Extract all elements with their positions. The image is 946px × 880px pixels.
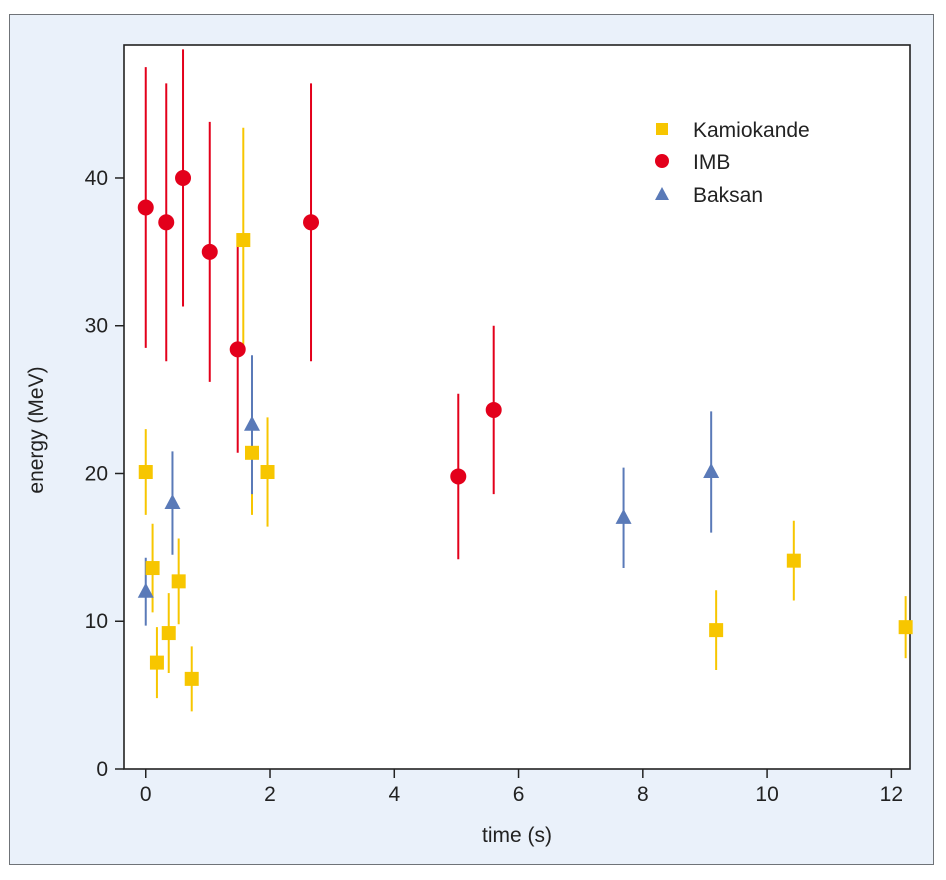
legend-label-imb: IMB — [693, 151, 730, 174]
x-tick-label: 10 — [755, 783, 778, 806]
kamiokande-point — [145, 561, 160, 576]
imb-point — [303, 214, 320, 231]
kamiokande-point — [786, 553, 801, 568]
y-axis-label: energy (MeV) — [25, 366, 48, 493]
imb-point — [485, 401, 502, 418]
kamiokande-point — [149, 655, 164, 670]
baksan-point — [615, 508, 632, 524]
legend: Kamiokande IMB Baksan — [655, 119, 810, 207]
plot-area — [123, 44, 911, 770]
imb-point — [450, 468, 467, 485]
baksan-point — [243, 415, 260, 431]
y-tick-label: 10 — [85, 610, 108, 633]
x-axis-label: time (s) — [482, 824, 552, 847]
legend-marker-kamiokande — [656, 123, 668, 135]
kamiokande-point — [138, 465, 153, 480]
x-tick-label: 6 — [513, 783, 525, 806]
kamiokande-point — [184, 671, 199, 686]
imb-point — [229, 341, 246, 358]
kamiokande-point — [171, 574, 186, 589]
y-tick-label: 30 — [85, 315, 108, 338]
imb-point — [158, 214, 175, 231]
y-tick-label: 0 — [96, 758, 108, 781]
baksan-point — [164, 494, 181, 510]
scatter-chart: 0 2 4 6 8 10 12 0 10 20 30 40 time (s) energy (MeV)… — [25, 44, 913, 847]
x-tick-label: 8 — [637, 783, 649, 806]
kamiokande-point — [260, 465, 275, 480]
y-tick-label: 20 — [85, 462, 108, 485]
imb-point — [201, 243, 218, 260]
imb-point — [175, 169, 192, 186]
legend-marker-imb — [655, 154, 669, 168]
figure-panel: 0 2 4 6 8 10 12 0 10 20 30 40 time (s) energy (MeV)… — [9, 14, 934, 865]
kamiokande-point — [709, 623, 724, 638]
baksan-point — [703, 463, 720, 479]
baksan-point — [137, 582, 154, 598]
y-tick-label: 40 — [85, 167, 108, 190]
legend-label-kamiokande: Kamiokande — [693, 119, 810, 142]
kamiokande-point — [161, 626, 176, 641]
imb-point — [137, 199, 154, 216]
kamiokande-point — [898, 620, 913, 635]
x-tick-label: 4 — [388, 783, 400, 806]
legend-marker-baksan — [655, 187, 669, 200]
kamiokande-point — [236, 233, 251, 248]
kamiokande-point — [244, 445, 259, 460]
x-tick-label: 0 — [140, 783, 152, 806]
x-tick-label: 12 — [880, 783, 903, 806]
legend-label-baksan: Baksan — [693, 184, 763, 207]
x-tick-label: 2 — [264, 783, 276, 806]
